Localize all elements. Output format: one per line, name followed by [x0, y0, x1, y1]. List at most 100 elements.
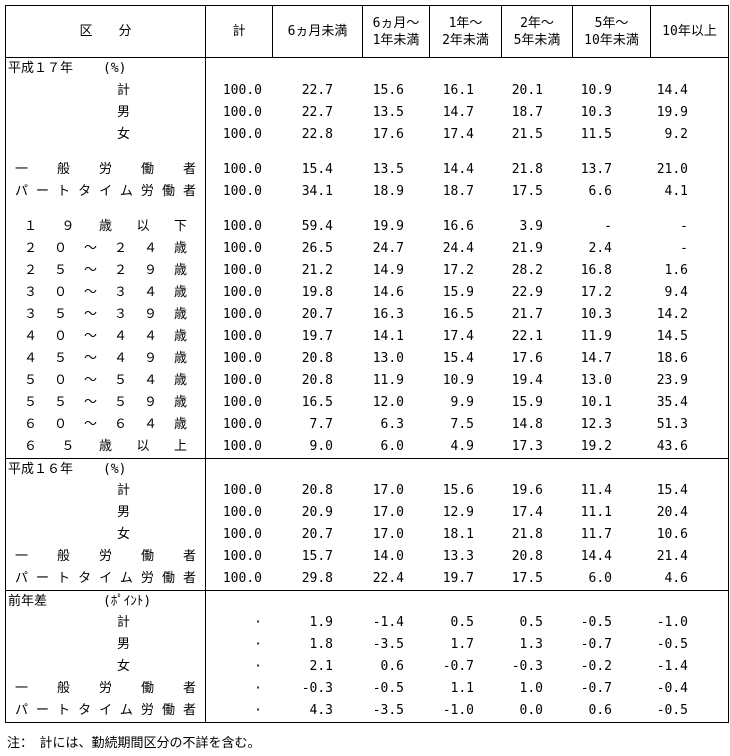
value-cell: 16.8 — [580, 263, 612, 278]
value-cell: 16.5 — [442, 307, 474, 322]
value-cell: 100.0 — [222, 105, 262, 120]
value-cell: 11.9 — [372, 373, 404, 388]
value-cell: 10.6 — [656, 527, 688, 542]
table-row: 女 · 2.1 0.6 -0.7 -0.3 -0.2 -1.4 — [6, 656, 728, 678]
value-cell: 14.9 — [372, 263, 404, 278]
value-cell: 12.3 — [580, 417, 612, 432]
table-row: ５５～５９歳 100.0 16.5 12.0 9.9 15.9 10.1 35.4 — [6, 392, 728, 414]
value-cell: 18.6 — [656, 351, 688, 366]
section-header-row: 平成１７年 (%) — [6, 58, 728, 80]
value-cell: 24.7 — [372, 241, 404, 256]
value-cell: 13.5 — [372, 105, 404, 120]
value-cell: 4.6 — [664, 571, 688, 586]
value-cell: 100.0 — [222, 417, 262, 432]
value-cell: 17.6 — [372, 127, 404, 142]
row-label: ６０～６４歳 — [6, 414, 206, 436]
value-cell: -1.4 — [372, 615, 404, 630]
header-row: 区 分 計 6ヵ月未満 6ヵ月～ 1年未満 1年～ 2年未満 2年～ 5年未満 … — [6, 6, 728, 58]
value-cell: 14.7 — [580, 351, 612, 366]
column-header-2-5years: 2年～ 5年未満 — [502, 6, 573, 57]
value-cell: 11.9 — [580, 329, 612, 344]
value-cell: 10.1 — [580, 395, 612, 410]
value-cell: 43.6 — [656, 439, 688, 454]
row-label — [6, 203, 206, 216]
value-cell: -0.5 — [580, 615, 612, 630]
row-label: 一般労働者 — [6, 159, 206, 181]
column-header-category: 区 分 — [6, 6, 206, 57]
value-cell: 17.0 — [372, 505, 404, 520]
value-cell: -0.5 — [656, 703, 688, 718]
row-label: ６５歳以上 — [6, 436, 206, 458]
value-cell: 18.7 — [511, 105, 543, 120]
value-cell: 17.5 — [511, 571, 543, 586]
table-row: ５０～５４歳 100.0 20.8 11.9 10.9 19.4 13.0 23.9 — [6, 370, 728, 392]
value-cell: · — [254, 703, 262, 718]
table-row: 男 100.0 20.9 17.0 12.9 17.4 11.1 20.4 — [6, 502, 728, 524]
value-cell: 10.9 — [442, 373, 474, 388]
table-row: １９歳以下 100.0 59.4 19.9 16.6 3.9 - - — [6, 216, 728, 238]
value-cell: 0.5 — [519, 615, 543, 630]
value-cell: 18.9 — [372, 184, 404, 199]
table-row: ６０～６４歳 100.0 7.7 6.3 7.5 14.8 12.3 51.3 — [6, 414, 728, 436]
value-cell: · — [254, 659, 262, 674]
value-cell: 100.0 — [222, 549, 262, 564]
table-row: パートタイム労働者 100.0 29.8 22.4 19.7 17.5 6.0 4.6 — [6, 568, 728, 590]
row-label — [6, 146, 206, 159]
table-row: ２０～２４歳 100.0 26.5 24.7 24.4 21.9 2.4 - — [6, 238, 728, 260]
table-row: 一般労働者 100.0 15.4 13.5 14.4 21.8 13.7 21.0 — [6, 159, 728, 181]
value-cell: -0.5 — [656, 637, 688, 652]
value-cell: 12.0 — [372, 395, 404, 410]
value-cell: 19.4 — [511, 373, 543, 388]
value-cell: 21.0 — [656, 162, 688, 177]
value-cell: 14.8 — [511, 417, 543, 432]
value-cell: 22.4 — [372, 571, 404, 586]
value-cell: 1.8 — [309, 637, 333, 652]
value-cell: 51.3 — [656, 417, 688, 432]
value-cell: 4.3 — [309, 703, 333, 718]
value-cell: -0.7 — [580, 681, 612, 696]
section-unit: (%) — [103, 462, 127, 477]
section-header-row: 前年差 (ﾎﾟｲﾝﾄ) — [6, 590, 728, 612]
value-cell: 10.9 — [580, 83, 612, 98]
value-cell: 6.6 — [588, 184, 612, 199]
value-cell: -0.5 — [372, 681, 404, 696]
value-cell: 17.0 — [372, 527, 404, 542]
value-cell: 15.4 — [656, 483, 688, 498]
value-cell: -1.4 — [656, 659, 688, 674]
table-body: 平成１７年 (%) 計 100.0 22.7 15.6 16.1 20.1 10.9 14.4 男 1… — [6, 58, 728, 722]
value-cell: 20.8 — [301, 351, 333, 366]
row-label: １９歳以下 — [6, 216, 206, 238]
row-label: パートタイム労働者 — [6, 568, 206, 590]
row-label: 女 — [6, 524, 206, 546]
value-cell: 17.3 — [511, 439, 543, 454]
value-cell: 21.7 — [511, 307, 543, 322]
value-cell: 15.6 — [372, 83, 404, 98]
value-cell: 1.9 — [309, 615, 333, 630]
value-cell: 35.4 — [656, 395, 688, 410]
row-label: 計 — [6, 480, 206, 502]
value-cell: 17.6 — [511, 351, 543, 366]
value-cell: 14.0 — [372, 549, 404, 564]
value-cell: 14.2 — [656, 307, 688, 322]
value-cell: 15.9 — [442, 285, 474, 300]
value-cell: 100.0 — [222, 307, 262, 322]
value-cell: - — [604, 219, 612, 234]
value-cell: -3.5 — [372, 703, 404, 718]
value-cell: 100.0 — [222, 162, 262, 177]
section-label-cell: 平成１７年 (%) — [6, 58, 206, 80]
value-cell: -0.3 — [301, 681, 333, 696]
spacer-row — [6, 203, 728, 216]
value-cell: -0.2 — [580, 659, 612, 674]
value-cell: 19.6 — [511, 483, 543, 498]
value-cell: 18.1 — [442, 527, 474, 542]
row-label: 男 — [6, 502, 206, 524]
table-row: パートタイム労働者 · 4.3 -3.5 -1.0 0.0 0.6 -0.5 — [6, 700, 728, 722]
table-row: 一般労働者 · -0.3 -0.5 1.1 1.0 -0.7 -0.4 — [6, 678, 728, 700]
tenure-distribution-table: 区 分 計 6ヵ月未満 6ヵ月～ 1年未満 1年～ 2年未満 2年～ 5年未満 … — [5, 5, 729, 723]
value-cell: 6.3 — [380, 417, 404, 432]
value-cell: 28.2 — [511, 263, 543, 278]
section-label-cell: 平成１６年 (%) — [6, 459, 206, 480]
value-cell: · — [254, 637, 262, 652]
value-cell: 100.0 — [222, 439, 262, 454]
